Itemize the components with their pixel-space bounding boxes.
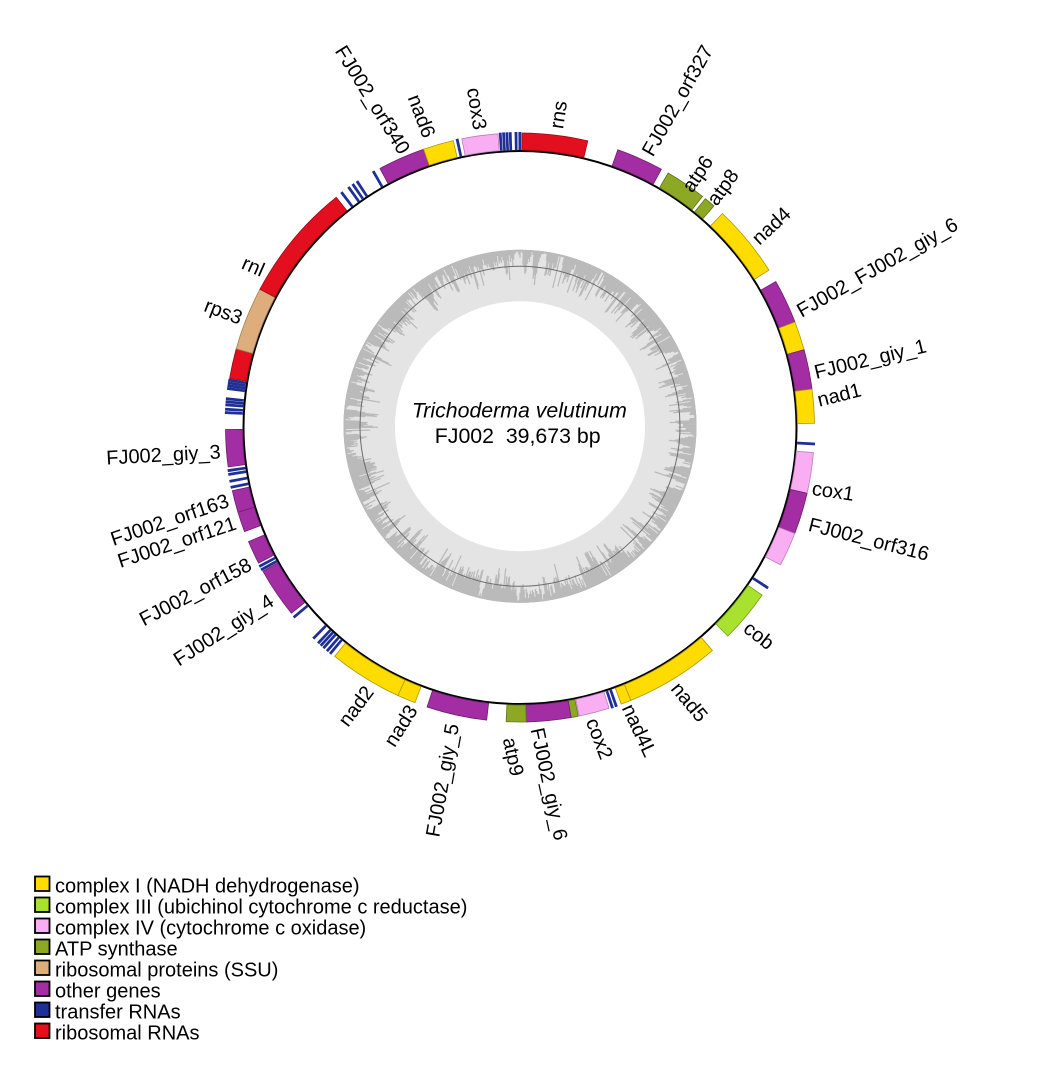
svg-text:transfer RNAs: transfer RNAs (55, 1002, 181, 1024)
svg-text:FJ002 39,673 bp: FJ002 39,673 bp (435, 424, 601, 448)
svg-text:complex I (NADH dehydrogenase): complex I (NADH dehydrogenase) (55, 876, 360, 898)
svg-text:ATP synthase: ATP synthase (55, 939, 178, 961)
svg-text:other genes: other genes (55, 981, 161, 1003)
svg-text:rns: rns (546, 99, 572, 130)
svg-text:Trichoderma velutinum: Trichoderma velutinum (412, 399, 627, 423)
svg-text:ribosomal RNAs: ribosomal RNAs (55, 1023, 199, 1045)
svg-text:complex III (ubichinol cytochr: complex III (ubichinol cytochrome c redu… (55, 897, 467, 919)
svg-text:ribosomal proteins (SSU): ribosomal proteins (SSU) (55, 960, 278, 982)
svg-text:complex IV (cytochrome c oxida: complex IV (cytochrome c oxidase) (55, 918, 366, 940)
